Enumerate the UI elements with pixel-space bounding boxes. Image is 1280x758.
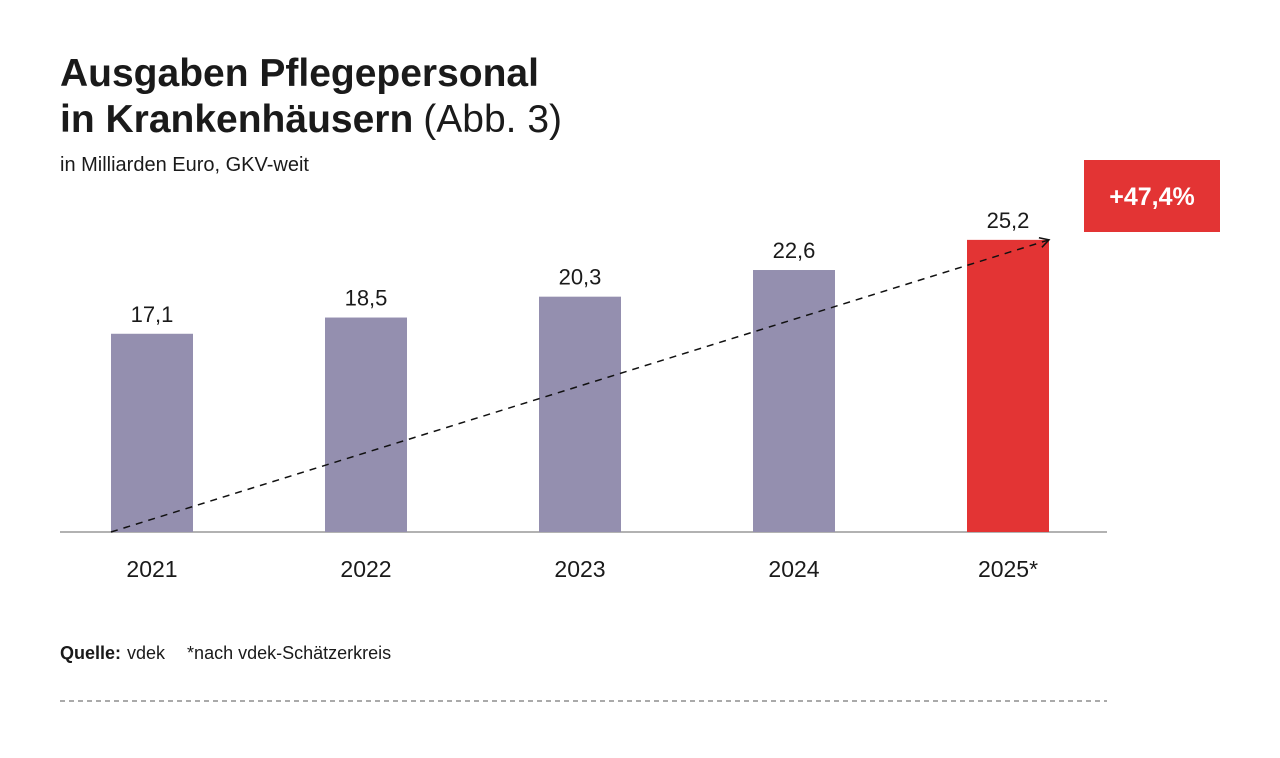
subtitle: in Milliarden Euro, GKV-weit: [60, 154, 309, 176]
figure-label: (Abb. 3): [423, 98, 562, 141]
x-tick-label: 2023: [554, 556, 605, 582]
value-label: 18,5: [345, 286, 388, 311]
value-label: 17,1: [131, 302, 174, 327]
chart-title-line: in Krankenhäusern (Abb. 3): [60, 98, 562, 141]
source-value: vdek: [127, 643, 166, 663]
value-label: 22,6: [773, 238, 816, 263]
source-label: Quelle:: [60, 643, 121, 663]
x-tick-label: 2021: [126, 556, 177, 582]
footnote: *nach vdek-Schätzerkreis: [187, 643, 391, 663]
chart-title-line: Ausgaben Pflegepersonal: [60, 52, 539, 95]
annotation: +47,4%: [1109, 183, 1195, 211]
value-label: 20,3: [559, 265, 602, 290]
x-tick-label: 2025*: [978, 556, 1038, 582]
bar: [753, 270, 835, 532]
x-tick-label: 2022: [340, 556, 391, 582]
source: Quelle: vdek *nach vdek-Schätzerkreis: [60, 643, 391, 663]
value-label: 25,2: [987, 208, 1030, 233]
annotation-box: [1084, 160, 1220, 232]
bar: [539, 296, 621, 532]
bar: [111, 333, 193, 532]
x-tick-label: 2024: [768, 556, 819, 582]
bar: [325, 317, 407, 532]
bar: [967, 239, 1049, 532]
chart-title-line: in Krankenhäusern: [60, 98, 413, 141]
